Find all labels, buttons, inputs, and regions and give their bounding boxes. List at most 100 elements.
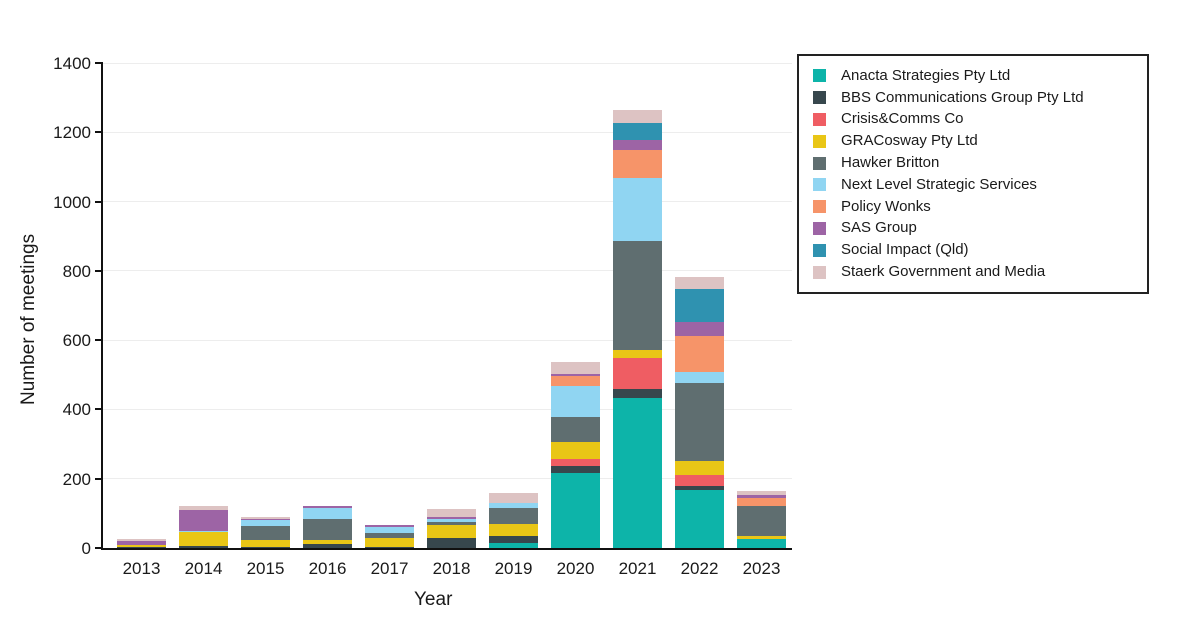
bar-segment-2022-sas-group: [675, 322, 724, 337]
y-tick-label-0: 0: [81, 539, 91, 558]
x-tick-label-2015: 2015: [246, 559, 285, 578]
legend-item: Social Impact (Qld): [813, 239, 1135, 261]
bar-segment-2015-hawker-britton: [241, 525, 290, 541]
x-tick-label-2017: 2017: [370, 559, 409, 578]
legend-item: Crisis&Comms Co: [813, 109, 1135, 131]
y-tick-mark-800: [95, 269, 103, 272]
legend: Anacta Strategies Pty Ltd BBS Communicati…: [797, 54, 1149, 294]
legend-swatch-icon: [813, 243, 826, 257]
legend-label: Policy Wonks: [841, 197, 931, 215]
bar-segment-2021-crisis-comms-co: [613, 357, 662, 390]
bar-segment-2021-hawker-britton: [613, 241, 662, 350]
y-tick-mark-400: [95, 408, 103, 411]
bar-segment-2018-gracosway-pty-ltd: [427, 525, 476, 538]
bar-segment-2018-next-level-strategic-services: [427, 518, 476, 522]
bar-segment-2021-next-level-strategic-services: [613, 178, 662, 242]
y-tick-label-1200: 1200: [53, 123, 91, 143]
bar-segment-2020-policy-wonks: [551, 375, 600, 386]
y-tick-label-400: 400: [62, 400, 91, 420]
bar-segment-2019-staerk-government-and-media: [489, 492, 538, 504]
bar-segment-2015-bbs-communications-group-pty-ltd: [241, 546, 290, 548]
bar-segment-2022-next-level-strategic-services: [675, 372, 724, 384]
bar-segment-2017-next-level-strategic-services: [365, 526, 414, 534]
x-tick-label-2022: 2022: [680, 559, 719, 578]
legend-item: Hawker Britton: [813, 152, 1135, 174]
gridline-1200: [103, 131, 792, 133]
bar-segment-2021-sas-group: [613, 140, 662, 150]
bar-segment-2021-staerk-government-and-media: [613, 110, 662, 124]
bar-segment-2021-social-impact-qld-: [613, 123, 662, 141]
bar-segment-2019-anacta-strategies-pty-ltd: [489, 543, 538, 548]
bar-segment-2016-sas-group: [303, 506, 352, 509]
bar-segment-2023-gracosway-pty-ltd: [737, 535, 786, 539]
bar-segment-2018-sas-group: [427, 516, 476, 519]
bar-segment-2013-staerk-government-and-media: [117, 538, 166, 542]
bar-segment-2017-gracosway-pty-ltd: [365, 537, 414, 547]
gridline-400: [103, 408, 792, 410]
bar-segment-2023-anacta-strategies-pty-ltd: [737, 538, 786, 548]
bar-segment-2019-bbs-communications-group-pty-ltd: [489, 536, 538, 544]
legend-swatch-icon: [813, 178, 826, 192]
bar-segment-2021-anacta-strategies-pty-ltd: [613, 398, 662, 548]
bar-segment-2021-gracosway-pty-ltd: [613, 349, 662, 358]
y-tick-label-200: 200: [62, 469, 91, 489]
bar-segment-2019-next-level-strategic-services: [489, 503, 538, 509]
legend-swatch-icon: [813, 265, 826, 279]
legend-item: Policy Wonks: [813, 196, 1135, 218]
bar-segment-2017-bbs-communications-group-pty-ltd: [365, 546, 414, 548]
y-axis-line: [101, 62, 103, 548]
legend-swatch-icon: [813, 156, 826, 170]
y-tick-label-800: 800: [62, 261, 91, 281]
bar-segment-2014-next-level-strategic-services: [179, 530, 228, 532]
legend-item: GRACosway Pty Ltd: [813, 130, 1135, 152]
bar-segment-2021-bbs-communications-group-pty-ltd: [613, 389, 662, 399]
bar-segment-2020-bbs-communications-group-pty-ltd: [551, 466, 600, 473]
bar-segment-2016-next-level-strategic-services: [303, 508, 352, 520]
bar-segment-2020-hawker-britton: [551, 416, 600, 442]
bar-segment-2023-hawker-britton: [737, 506, 786, 536]
legend-item: Anacta Strategies Pty Ltd: [813, 65, 1135, 87]
bar-segment-2014-bbs-communications-group-pty-ltd: [179, 545, 228, 548]
x-tick-label-2013: 2013: [122, 559, 161, 578]
legend-swatch-icon: [813, 200, 826, 214]
bar-segment-2015-gracosway-pty-ltd: [241, 540, 290, 547]
legend-item: Staerk Government and Media: [813, 261, 1135, 283]
x-tick-label-2019: 2019: [494, 559, 533, 578]
bar-segment-2015-sas-group: [241, 519, 290, 521]
legend-swatch-icon: [813, 134, 826, 148]
legend-label: SAS Group: [841, 219, 917, 237]
bar-segment-2014-sas-group: [179, 510, 228, 531]
bar-segment-2015-next-level-strategic-services: [241, 520, 290, 526]
legend-label: Crisis&Comms Co: [841, 110, 964, 128]
legend-item: SAS Group: [813, 218, 1135, 240]
bar-segment-2019-hawker-britton: [489, 508, 538, 524]
bar-segment-2023-staerk-government-and-media: [737, 490, 786, 496]
x-tick-label-2018: 2018: [432, 559, 471, 578]
bar-segment-2014-gracosway-pty-ltd: [179, 531, 228, 546]
legend-label: Social Impact (Qld): [841, 241, 969, 259]
bar-segment-2013-sas-group: [117, 541, 166, 545]
bar-segment-2017-sas-group: [365, 524, 414, 527]
y-tick-mark-1000: [95, 200, 103, 203]
bar-segment-2015-staerk-government-and-media: [241, 516, 290, 520]
gridline-200: [103, 478, 792, 480]
x-tick-label-2014: 2014: [184, 559, 223, 578]
x-axis-line: [101, 548, 792, 550]
bar-segment-2013-bbs-communications-group-pty-ltd: [117, 546, 166, 548]
legend-label: BBS Communications Group Pty Ltd: [841, 88, 1084, 106]
gridline-600: [103, 339, 792, 341]
bar-segment-2020-gracosway-pty-ltd: [551, 441, 600, 459]
bar-segment-2013-gracosway-pty-ltd: [117, 544, 166, 547]
legend-label: Hawker Britton: [841, 154, 940, 172]
legend-label: GRACosway Pty Ltd: [841, 132, 978, 150]
legend-swatch-icon: [813, 112, 826, 126]
bar-segment-2023-policy-wonks: [737, 498, 786, 507]
y-tick-mark-600: [95, 339, 103, 342]
legend-swatch-icon: [813, 69, 826, 83]
legend-label: Anacta Strategies Pty Ltd: [841, 66, 1011, 84]
bar-segment-2022-gracosway-pty-ltd: [675, 461, 724, 476]
bar-segment-2016-gracosway-pty-ltd: [303, 539, 352, 544]
bar-segment-2020-crisis-comms-co: [551, 458, 600, 467]
y-tick-label-1400: 1400: [53, 54, 91, 73]
